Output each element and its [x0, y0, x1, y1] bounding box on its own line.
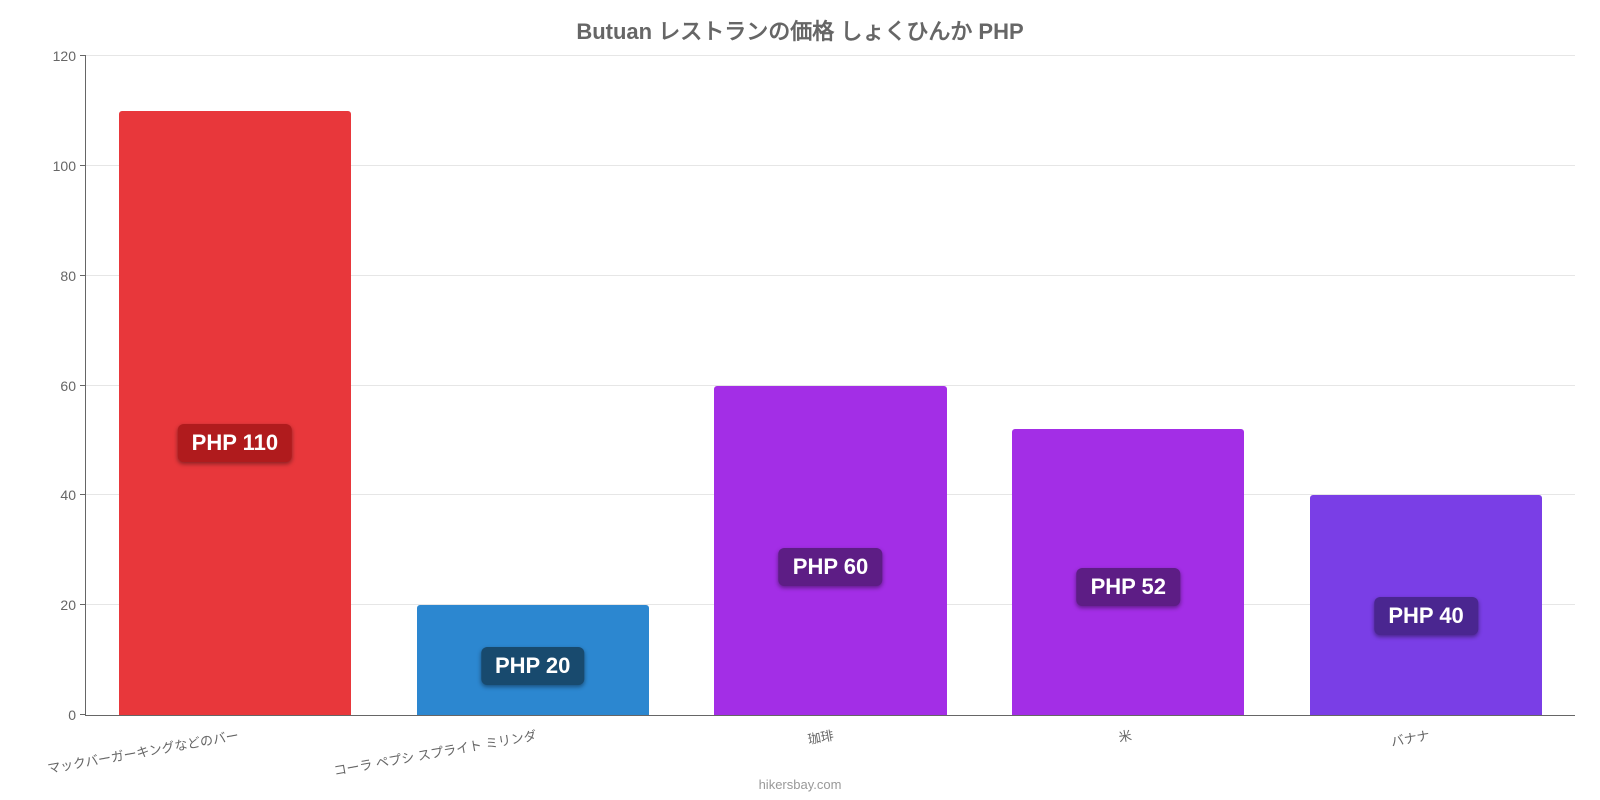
y-tick-label: 0 [68, 707, 86, 723]
chart-title: Butuan レストランの価格 しょくひんか PHP [0, 0, 1600, 46]
bar-slot: PHP 20コーラ ペプシ スプライト ミリンダ [384, 56, 682, 715]
y-tick-label: 80 [60, 268, 86, 284]
chart-plot-area: 020406080100120 PHP 110マックバーガーキングなどのバーPH… [85, 56, 1575, 716]
bar-slot: PHP 52米 [979, 56, 1277, 715]
y-tick-label: 20 [60, 597, 86, 613]
value-badge: PHP 20 [481, 647, 584, 685]
x-tick-label: コーラ ペプシ スプライト ミリンダ [330, 715, 538, 779]
y-tick-label: 100 [53, 158, 86, 174]
value-badge: PHP 40 [1374, 597, 1477, 635]
attribution-text: hikersbay.com [759, 777, 842, 792]
value-badge: PHP 110 [178, 424, 292, 462]
bars-container: PHP 110マックバーガーキングなどのバーPHP 20コーラ ペプシ スプライ… [86, 56, 1575, 715]
value-badge: PHP 52 [1077, 568, 1180, 606]
bar-slot: PHP 40バナナ [1277, 56, 1575, 715]
y-tick-label: 60 [60, 378, 86, 394]
y-tick-label: 40 [60, 487, 86, 503]
y-tick-label: 120 [53, 48, 86, 64]
value-badge: PHP 60 [779, 548, 882, 586]
bar-slot: PHP 60珈琲 [682, 56, 980, 715]
bar [119, 111, 351, 715]
bar-slot: PHP 110マックバーガーキングなどのバー [86, 56, 384, 715]
x-tick-label: 米 [1115, 715, 1133, 746]
chart-axes: 020406080100120 PHP 110マックバーガーキングなどのバーPH… [85, 56, 1575, 716]
x-tick-label: 珈琲 [805, 715, 836, 748]
x-tick-label: バナナ [1388, 715, 1431, 750]
x-tick-label: マックバーガーキングなどのバー [44, 715, 240, 777]
